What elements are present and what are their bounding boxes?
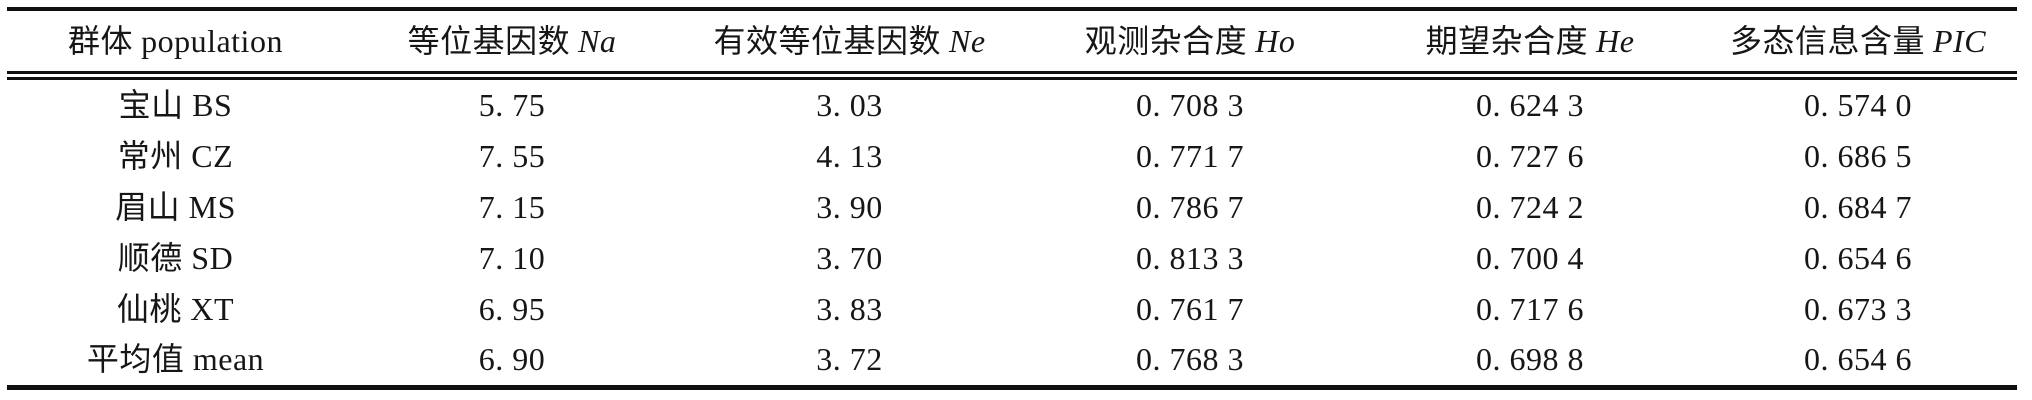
cell-pic: 0. 686 5 [1804, 138, 1912, 175]
col-header-ho-symbol: Ho [1255, 23, 1296, 59]
cell-he: 0. 727 6 [1476, 138, 1584, 175]
cell-na: 6. 90 [478, 341, 546, 378]
table-row-ms: 眉山 MS 7. 15 3. 90 0. 786 7 0. 724 2 0. 6… [7, 182, 2017, 233]
cell-ho: 0. 786 7 [1136, 188, 1244, 225]
cell-na: 5. 75 [478, 87, 546, 124]
col-header-na: 等位基因数 Na [344, 25, 680, 57]
row-label: 平均值 mean [86, 341, 265, 378]
cell-ho: 0. 761 7 [1136, 290, 1244, 327]
cell-he: 0. 698 8 [1476, 341, 1584, 378]
cell-ho: 0. 768 3 [1136, 341, 1244, 378]
col-header-ne-symbol: Ne [948, 23, 986, 59]
cell-ho: 0. 813 3 [1136, 239, 1244, 276]
table-header-row: 群体 population 等位基因数 Na 有效等位基因数 Ne 观测杂合度 Ho 期… [7, 11, 2017, 80]
cell-ne: 3. 83 [816, 290, 883, 327]
col-header-ho-zh: 观测杂合度 [1084, 23, 1248, 59]
cell-ne: 3. 72 [816, 341, 883, 378]
cell-ho: 0. 708 3 [1136, 87, 1244, 124]
cell-he: 0. 700 4 [1476, 239, 1584, 276]
col-header-he: 期望杂合度 He [1361, 25, 1699, 57]
genetic-diversity-table: 群体 population 等位基因数 Na 有效等位基因数 Ne 观测杂合度 Ho 期… [7, 7, 2017, 390]
table-row-mean: 平均值 mean 6. 90 3. 72 0. 768 3 0. 698 8 0… [7, 334, 2017, 385]
row-label: 仙桃 XT [116, 290, 235, 327]
row-label: 宝山 BS [118, 87, 233, 124]
row-label: 常州 CZ [117, 138, 234, 175]
col-header-he-zh: 期望杂合度 [1425, 23, 1589, 59]
row-label: 顺德 SD [117, 239, 234, 276]
col-header-population: 群体 population [7, 25, 344, 57]
col-header-pic-symbol: PIC [1932, 23, 1987, 59]
cell-he: 0. 724 2 [1476, 188, 1584, 225]
col-header-population-zh: 群体 [68, 23, 134, 59]
cell-ho: 0. 771 7 [1136, 138, 1244, 175]
cell-ne: 3. 90 [816, 188, 883, 225]
cell-pic: 0. 574 0 [1804, 87, 1912, 124]
col-header-population-latin: population [141, 23, 283, 59]
row-label: 眉山 MS [115, 188, 236, 225]
cell-na: 6. 95 [478, 290, 546, 327]
cell-pic: 0. 684 7 [1804, 188, 1912, 225]
cell-he: 0. 624 3 [1476, 87, 1584, 124]
col-header-he-symbol: He [1596, 23, 1635, 59]
col-header-pic: 多态信息含量 PIC [1699, 25, 2017, 57]
table-row-xt: 仙桃 XT 6. 95 3. 83 0. 761 7 0. 717 6 0. 6… [7, 283, 2017, 334]
col-header-na-zh: 等位基因数 [407, 23, 571, 59]
cell-pic: 0. 654 6 [1804, 341, 1912, 378]
table-row-sd: 顺德 SD 7. 10 3. 70 0. 813 3 0. 700 4 0. 6… [7, 232, 2017, 283]
col-header-ho: 观测杂合度 Ho [1019, 25, 1361, 57]
col-header-ne-zh: 有效等位基因数 [713, 23, 941, 59]
cell-pic: 0. 654 6 [1804, 239, 1912, 276]
cell-pic: 0. 673 3 [1804, 290, 1912, 327]
cell-he: 0. 717 6 [1476, 290, 1584, 327]
cell-na: 7. 10 [478, 239, 546, 276]
col-header-pic-zh: 多态信息含量 [1729, 23, 1925, 59]
table-row-cz: 常州 CZ 7. 55 4. 13 0. 771 7 0. 727 6 0. 6… [7, 131, 2017, 182]
cell-na: 7. 15 [478, 188, 546, 225]
cell-na: 7. 55 [478, 138, 546, 175]
cell-ne: 3. 70 [816, 239, 883, 276]
col-header-ne: 有效等位基因数 Ne [680, 25, 1019, 57]
table-row-bs: 宝山 BS 5. 75 3. 03 0. 708 3 0. 624 3 0. 5… [7, 80, 2017, 131]
cell-ne: 4. 13 [816, 138, 883, 175]
col-header-na-symbol: Na [578, 23, 617, 59]
cell-ne: 3. 03 [816, 87, 883, 124]
